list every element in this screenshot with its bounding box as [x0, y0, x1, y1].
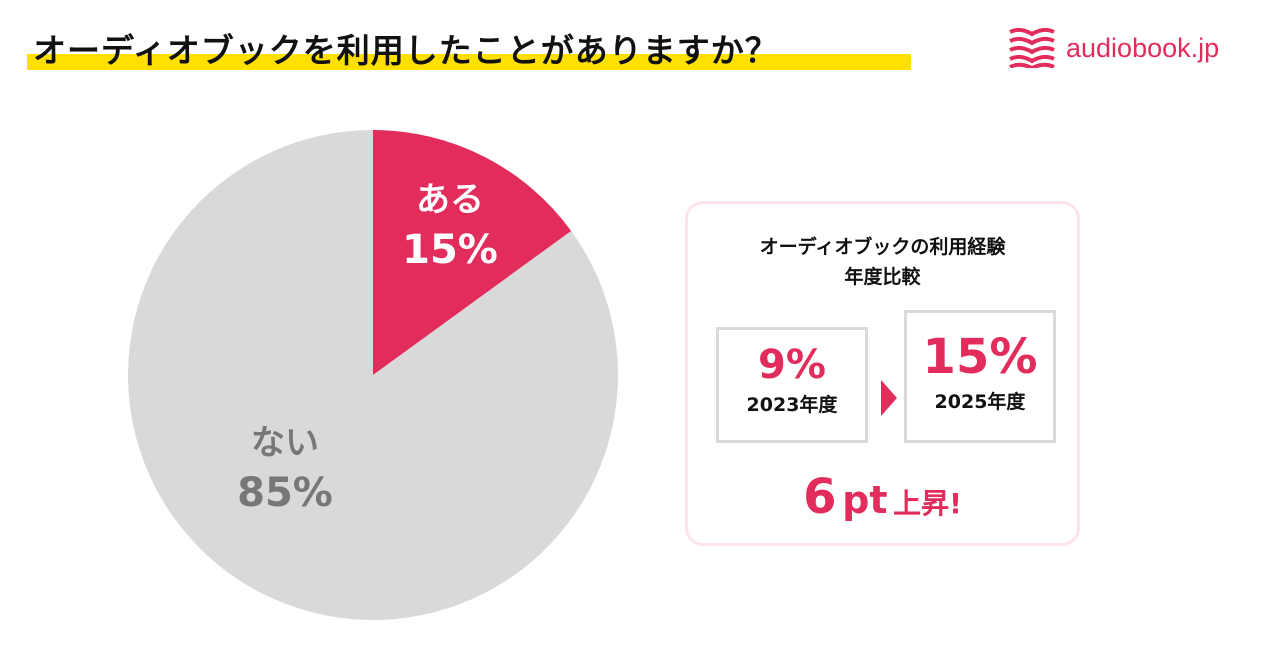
before-value: 9% [758, 342, 826, 388]
slice-value: 85% [237, 470, 333, 516]
comparison-title-line2: 年度比較 [844, 266, 921, 288]
rise-suffix: 上昇! [893, 487, 962, 520]
page-title: オーディオブックを利用したことがありますか？ [33, 31, 779, 70]
after-year: 2025年度 [934, 391, 1026, 413]
slice-value: 15% [402, 227, 498, 273]
slice-label-no: ない 85% [215, 415, 355, 516]
arrow-right-icon [881, 380, 897, 416]
pie-slice-0 [373, 130, 572, 375]
after-box: 15% 2025年度 [904, 310, 1056, 443]
comparison-title: オーディオブックの利用経験 年度比較 [688, 232, 1077, 292]
rise-unit: pt [842, 478, 888, 522]
comparison-card: オーディオブックの利用経験 年度比較 9% 2023年度 15% 2025年度 … [685, 201, 1080, 546]
logo: audiobook.jp [1008, 28, 1219, 68]
logo-text: audiobook.jp [1066, 32, 1220, 63]
pie-chart [127, 130, 618, 621]
title-highlight [27, 54, 911, 70]
title-area: オーディオブックを利用したことがありますか？ [27, 22, 911, 72]
before-year: 2023年度 [746, 394, 838, 416]
before-box: 9% 2023年度 [716, 327, 868, 443]
after-value: 15% [922, 329, 1038, 385]
book-logo-icon [1009, 28, 1055, 68]
rise-number: 6 [803, 469, 837, 525]
slice-label-yes: ある 15% [380, 172, 520, 273]
slice-label: ある [416, 180, 484, 220]
slice-label: ない [251, 423, 319, 463]
rise-text: 6 pt 上昇! [688, 469, 1077, 525]
pie-slice-1 [127, 130, 618, 621]
comparison-title-line1: オーディオブックの利用経験 [759, 236, 1006, 258]
